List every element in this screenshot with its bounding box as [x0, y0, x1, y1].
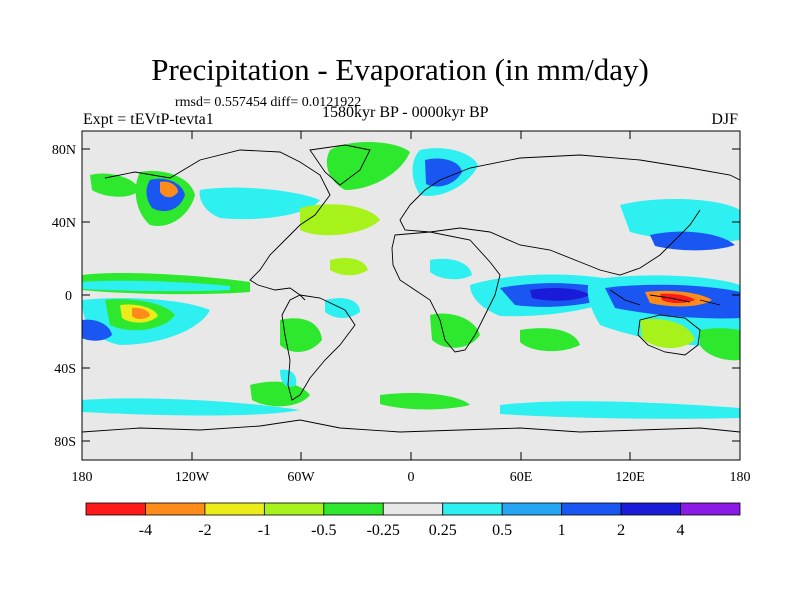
contour-region: [530, 287, 590, 301]
lon-label: 0: [408, 470, 415, 485]
lat-label: 80S: [54, 435, 76, 450]
contour-region: [250, 381, 310, 407]
season-label: DJF: [711, 111, 738, 128]
lat-label: 40S: [54, 362, 76, 377]
colorbar-swatch: [561, 502, 622, 516]
colorbar-label: 2: [617, 522, 625, 539]
lon-label: 60E: [510, 470, 533, 485]
lon-label: 180: [72, 470, 93, 485]
coastline-eurasia: [399, 154, 740, 276]
contour-region: [82, 319, 112, 341]
colorbar-label: 1: [558, 522, 566, 539]
colorbar-label: -0.5: [311, 522, 336, 539]
contour-region: [132, 307, 150, 319]
coastline-antarctica: [82, 419, 740, 433]
coastline-australia: [637, 314, 701, 356]
contour-region: [380, 393, 470, 410]
map-title: Precipitation - Evaporation (in mm/day): [151, 52, 649, 87]
colorbar-label: 4: [677, 522, 685, 539]
experiment-label: Expt = tEVtP-tevta1: [83, 111, 214, 128]
contour-region: [160, 181, 178, 198]
colorbar-swatch: [501, 502, 563, 516]
lat-tick-marks: [82, 148, 740, 442]
colorbar-swatch: [323, 502, 384, 516]
contour-region: [82, 280, 230, 292]
contour-region: [82, 398, 300, 416]
colorbar-label: -0.25: [367, 522, 400, 539]
lon-label: 60W: [287, 470, 315, 485]
contour-region: [425, 158, 462, 187]
contour-region: [520, 328, 580, 352]
lat-label: 80N: [52, 143, 76, 158]
contour-region: [430, 258, 472, 280]
colorbar: -4 -2 -1 -0.5 -0.25 0.25 0.5 1 2 4: [85, 502, 741, 539]
colorbar-label: -4: [139, 522, 152, 539]
colorbar-label: 0.5: [492, 522, 512, 539]
contour-region: [640, 318, 695, 349]
lat-label: 40N: [52, 216, 76, 231]
contour-region: [620, 198, 740, 243]
stats-text: rmsd= 0.557454 diff= 0.0121922: [175, 95, 362, 110]
coastline-greenland: [309, 144, 371, 186]
coastline-maritime: [609, 289, 721, 306]
lon-label: 120W: [175, 470, 210, 485]
contour-region: [700, 328, 740, 361]
contour-region: [650, 231, 735, 251]
contour-region: [280, 318, 322, 352]
colorbar-swatch: [620, 502, 681, 516]
colorbar-label: -2: [198, 522, 211, 539]
contour-region: [326, 141, 410, 190]
contour-region: [660, 293, 695, 303]
contour-region: [325, 298, 360, 318]
contour-region: [500, 401, 740, 419]
lon-label: 120E: [615, 470, 645, 485]
colorbar-swatch: [263, 502, 325, 516]
colorbar-swatch: [204, 502, 265, 516]
colorbar-label: -1: [258, 522, 271, 539]
period-label: 1580kyr BP - 0000kyr BP: [322, 104, 489, 121]
coastline-north-america: [104, 149, 331, 301]
colorbar-swatch: [382, 502, 444, 516]
contour-region: [90, 173, 140, 197]
colorbar-swatch: [85, 502, 146, 516]
contour-region: [330, 258, 368, 276]
colorbar-swatch: [145, 502, 206, 516]
colorbar-label: 0.25: [429, 522, 457, 539]
field-contours: [82, 141, 740, 419]
contour-region: [430, 313, 480, 348]
contour-region: [199, 187, 320, 220]
lat-label: 0: [65, 289, 72, 304]
contour-region: [300, 204, 380, 236]
coastlines: [82, 144, 740, 433]
lon-tick-marks: [81, 131, 741, 460]
lon-label: 180: [730, 470, 751, 485]
coastline-south-america: [281, 294, 356, 401]
colorbar-swatch: [442, 502, 503, 516]
colorbar-swatch: [680, 502, 741, 516]
coastline-africa: [391, 231, 501, 353]
